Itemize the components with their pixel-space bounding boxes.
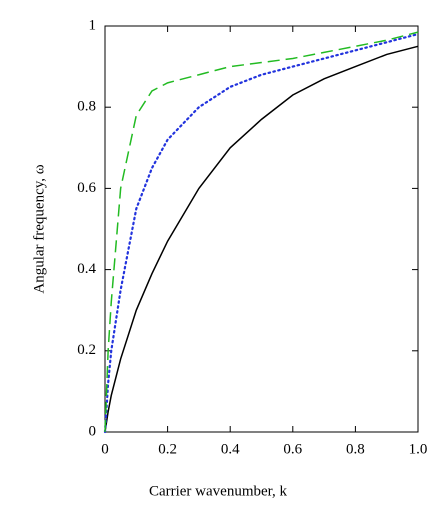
line-series [104, 45, 419, 433]
line-series [104, 31, 419, 433]
x-tick-label: 0.2 [158, 441, 177, 457]
plot-frame [104, 25, 419, 433]
line-series [103, 33, 420, 434]
y-tick-label: 0.4 [77, 261, 96, 277]
y-tick-label: 0 [89, 423, 97, 439]
x-axis-label: Carrier wavenumber, k [149, 483, 288, 499]
x-tick-label: 0 [101, 441, 109, 457]
y-tick-label: 0.2 [77, 342, 96, 358]
y-tick-label: 0.6 [77, 180, 96, 196]
y-tick-label: 0.8 [77, 99, 96, 115]
y-tick-label: 1 [89, 17, 97, 33]
x-tick-label: 0.8 [346, 441, 365, 457]
x-tick-label: 0.6 [283, 441, 302, 457]
x-tick-label: 1.0 [409, 441, 428, 457]
x-tick-label: 0.4 [221, 441, 240, 457]
y-axis-label: Angular frequency, ω [31, 164, 47, 293]
